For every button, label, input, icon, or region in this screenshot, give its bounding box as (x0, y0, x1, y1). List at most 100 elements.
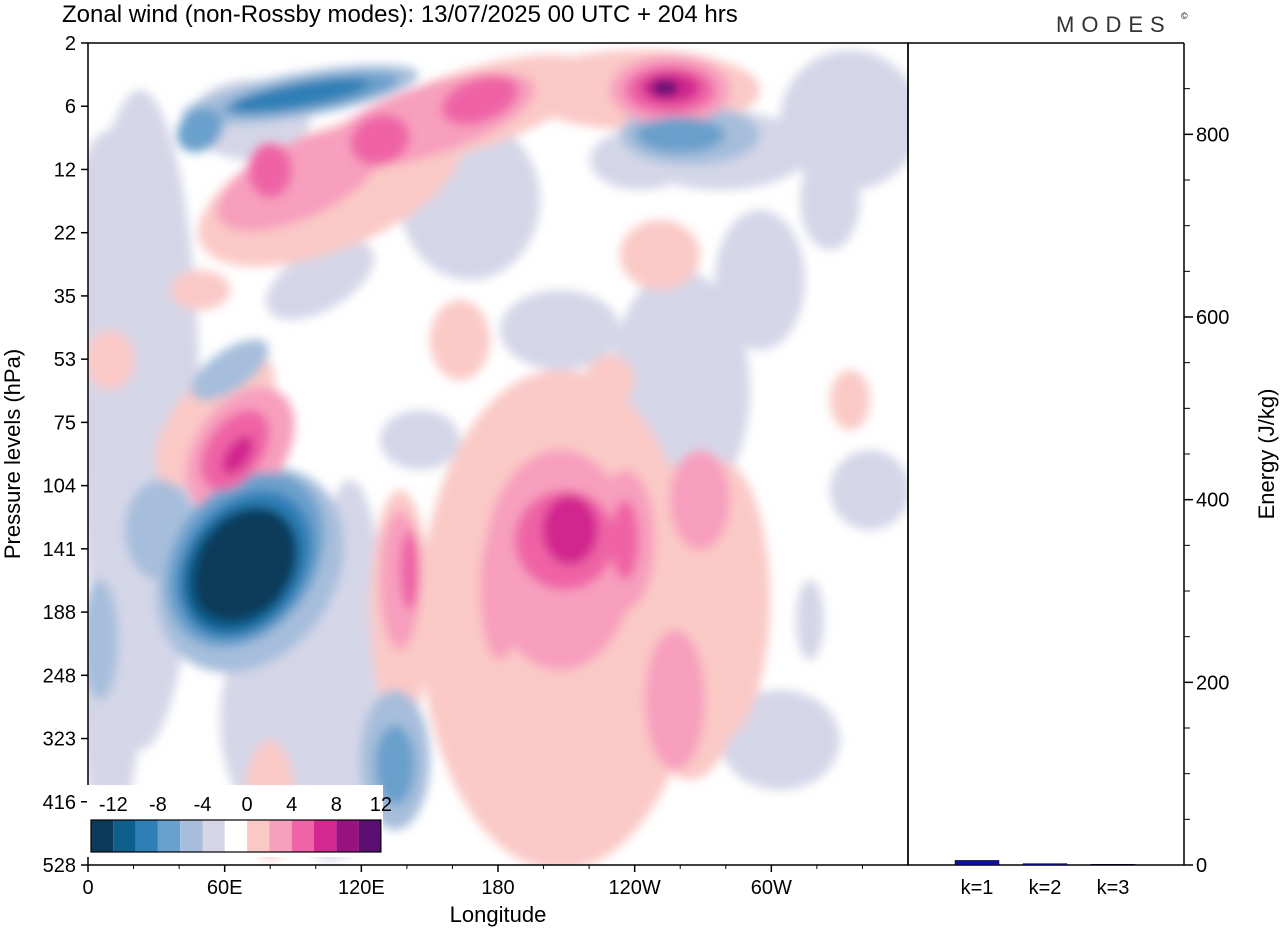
colorbar-swatch (91, 820, 114, 852)
x-tick-label: 120W (609, 877, 661, 899)
energy-bar-label: k=2 (1029, 877, 1062, 899)
logo-mark: © (1181, 11, 1188, 21)
colorbar-swatch (358, 820, 381, 852)
contour-blob (380, 410, 460, 470)
colorbar-swatch (157, 820, 181, 852)
colorbar-label: -12 (99, 794, 128, 816)
contour-blob (830, 370, 870, 430)
contour-blob (176, 107, 224, 153)
contour-blob (350, 114, 410, 166)
energy-axis-label: Energy (J/kg) (1254, 389, 1279, 520)
colorbar-swatch (135, 820, 158, 852)
contour-blob (542, 495, 598, 565)
colorbar-label: 8 (331, 794, 342, 816)
modes-logo: MODES © (1056, 11, 1188, 37)
contour-blob (635, 117, 725, 153)
contour-blob (715, 210, 805, 350)
contour-blob (231, 78, 369, 112)
contour-blob (830, 450, 908, 530)
colorbar-frame (90, 819, 382, 853)
y-tick-label: 416 (43, 792, 76, 814)
contour-blob (88, 330, 135, 390)
y-tick-label: 2 (65, 33, 76, 55)
energy-panel (907, 42, 1185, 866)
colorbar-swatch (180, 820, 203, 852)
energy-tick-label: 400 (1196, 490, 1229, 512)
y-axis-label: Pressure levels (hPa) (0, 349, 25, 559)
colorbar-label: -8 (149, 794, 167, 816)
contour-blob (400, 530, 420, 610)
y-tick-label: 528 (43, 855, 76, 877)
colorbar-swatch (269, 820, 292, 852)
energy-bar (1090, 864, 1136, 866)
contour-blob (170, 270, 230, 310)
colorbar-swatch (202, 820, 225, 852)
y-tick-label: 248 (43, 665, 76, 687)
chart-title: Zonal wind (non-Rossby modes): 13/07/202… (62, 1, 738, 28)
contour-blob (611, 500, 639, 580)
colorbar-label: 12 (370, 794, 392, 816)
y-tick-label: 141 (43, 539, 76, 561)
energy-tick-label: 200 (1196, 672, 1229, 694)
contour-blob (248, 142, 292, 198)
energy-axis-ticks: 0 200 400 600 800 (1184, 88, 1229, 877)
contour-blob (88, 130, 150, 370)
x-tick-label: 180 (481, 877, 514, 899)
logo-text: MODES (1056, 12, 1172, 37)
contour-blob (720, 690, 840, 790)
colorbar-label: 0 (242, 794, 253, 816)
contour-blob (88, 580, 118, 700)
energy-tick-label: 800 (1196, 124, 1229, 146)
energy-bar (954, 860, 1000, 866)
x-axis-ticks: 0 60E 120E 180 120W 60W (82, 865, 863, 899)
y-tick-label: 6 (65, 96, 76, 118)
colorbar-swatch (224, 820, 248, 852)
contour-blob (191, 339, 269, 401)
contour-blob (645, 630, 705, 770)
contour-blob (430, 300, 490, 380)
x-tick-label: 0 (82, 877, 93, 899)
energy-bars: k=1 k=2 k=3 (954, 860, 1136, 899)
energy-tick-label: 0 (1196, 855, 1207, 877)
energy-tick-label: 600 (1196, 307, 1229, 329)
x-tick-label: 60W (751, 877, 792, 899)
contour-blob (441, 75, 519, 125)
colorbar: -12 -8 -4 0 4 8 12 (87, 785, 392, 857)
colorbar-swatch (247, 820, 270, 852)
contour-blob (620, 220, 700, 290)
x-axis-label: Longitude (450, 902, 547, 927)
y-tick-label: 12 (54, 159, 76, 181)
y-tick-label: 104 (43, 476, 76, 498)
contour-blob (585, 355, 635, 405)
energy-bar (1022, 863, 1068, 866)
y-tick-label: 75 (54, 412, 76, 434)
contour-blob (780, 50, 908, 190)
colorbar-swatch (314, 820, 337, 852)
contour-blob (480, 520, 520, 660)
energy-bar-label: k=1 (961, 877, 994, 899)
contour-blob (796, 580, 824, 660)
contour-blob (375, 725, 415, 805)
wind-contour-field (88, 43, 908, 865)
y-axis-ticks: 2 6 12 22 35 53 75 104 141 188 248 323 416 528 (43, 33, 88, 877)
colorbar-label: 4 (286, 794, 297, 816)
x-tick-label: 60E (207, 877, 243, 899)
contour-blob (265, 240, 375, 320)
y-tick-label: 35 (54, 286, 76, 308)
colorbar-swatch (113, 820, 136, 852)
contour-blob (222, 435, 254, 475)
colorbar-label: -4 (194, 794, 212, 816)
colorbar-swatch (336, 820, 359, 852)
contour-blob (193, 530, 277, 620)
y-tick-label: 188 (43, 602, 76, 624)
colorbar-swatch (291, 820, 314, 852)
x-tick-label: 120E (338, 877, 385, 899)
y-tick-label: 53 (54, 349, 76, 371)
y-tick-label: 22 (54, 223, 76, 245)
contour-blob (800, 150, 860, 250)
y-tick-label: 323 (43, 729, 76, 751)
contour-blob (670, 450, 730, 550)
contour-blob (500, 290, 620, 370)
energy-bar-label: k=3 (1097, 877, 1130, 899)
